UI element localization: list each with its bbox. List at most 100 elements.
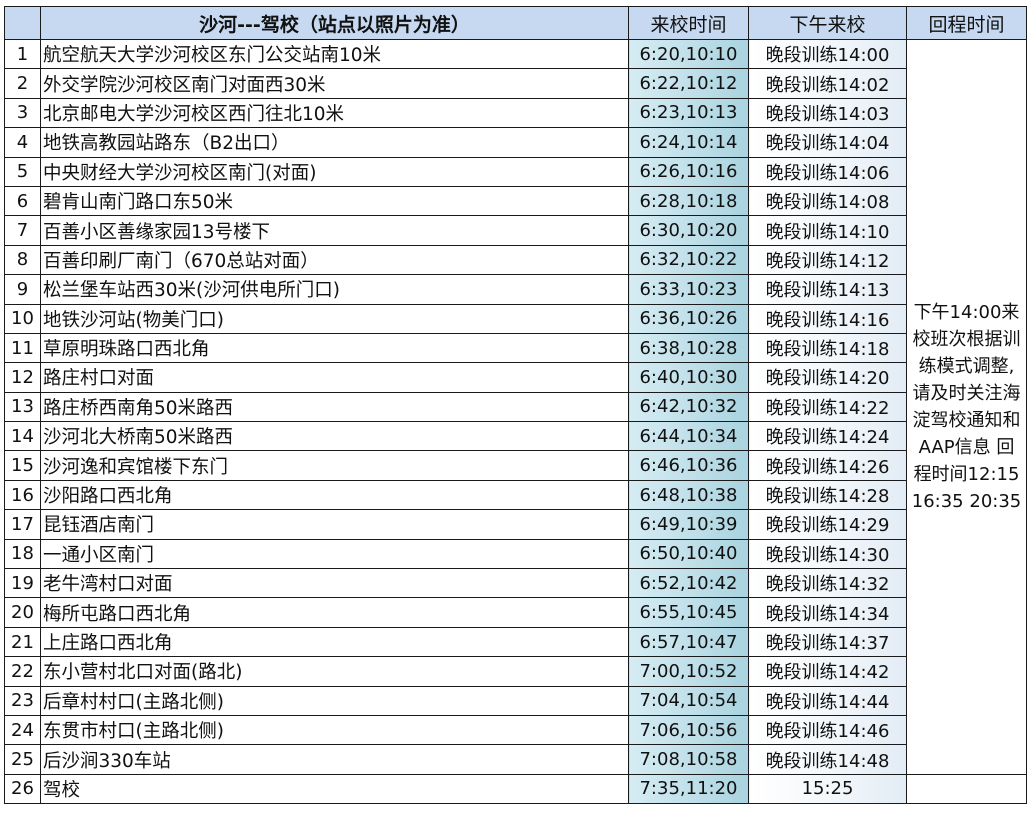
row-number: 14 [4,421,41,452]
table-row: 11 草原明珠路口西北角 6:38,10:28 晚段训练14:18 [4,332,1027,364]
stop-name: 地铁沙河站(物美门口) [40,303,629,334]
afternoon-time: 晚段训练14:10 [748,215,907,246]
stop-name: 航空航天大学沙河校区东门公交站南10米 [40,38,629,70]
morning-time: 7:35,11:20 [628,773,749,805]
row-number: 13 [4,391,41,423]
row-number: 7 [4,215,41,246]
table-row: 24 东贯市村口(主路北侧) 7:06,10:56 晚段训练14:46 [4,714,1027,746]
table-row: 8 百善印刷厂南门（670总站对面） 6:32,10:22 晚段训练14:12 [4,244,1027,276]
header-afternoon-time: 下午来校 [748,6,907,40]
afternoon-time: 晚段训练14:26 [748,450,907,481]
afternoon-time: 晚段训练14:48 [748,744,907,775]
afternoon-time: 晚段训练14:30 [748,538,907,570]
stop-name: 上庄路口西北角 [40,626,629,658]
stop-name: 百善印刷厂南门（670总站对面） [40,244,629,276]
afternoon-time: 晚段训练14:24 [748,421,907,452]
row-number: 24 [4,714,41,746]
morning-time: 6:30,10:20 [628,215,749,246]
row-number: 21 [4,626,41,658]
stop-name: 东小营村北口对面(路北) [40,656,629,687]
stop-name: 地铁高教园站路东（B2出口） [40,127,629,158]
row-number: 22 [4,656,41,687]
row-number: 1 [4,38,41,70]
row-number: 5 [4,156,41,187]
morning-time: 6:23,10:13 [628,97,749,129]
morning-time: 6:46,10:36 [628,450,749,481]
stop-name: 后章村村口(主路北侧) [40,685,629,716]
morning-time: 6:24,10:14 [628,127,749,158]
table-row: 16 沙阳路口西北角 6:48,10:38 晚段训练14:28 [4,479,1027,511]
row-number: 23 [4,685,41,716]
morning-time: 6:32,10:22 [628,244,749,276]
stop-name: 梅所屯路口西北角 [40,597,629,628]
row-number: 19 [4,568,41,599]
row-number: 9 [4,274,41,305]
morning-time: 7:06,10:56 [628,714,749,746]
stop-name: 沙河逸和宾馆楼下东门 [40,450,629,481]
morning-time: 6:50,10:40 [628,538,749,570]
bus-schedule-table: 沙河---驾校（站点以照片为准） 来校时间 下午来校 回程时间 1 航空航天大学沙… [4,6,1027,805]
row-number: 26 [4,773,41,805]
empty-cell [906,773,1027,805]
afternoon-time: 晚段训练14:44 [748,685,907,716]
table-row: 5 中央财经大学沙河校区南门(对面) 6:26,10:16 晚段训练14:06 [4,156,1027,187]
row-number: 20 [4,597,41,628]
stop-name: 碧肯山南门路口东50米 [40,185,629,217]
morning-time: 6:28,10:18 [628,185,749,217]
stop-name: 外交学院沙河校区南门对面西30米 [40,68,629,99]
afternoon-time: 晚段训练14:28 [748,479,907,511]
table-row: 7 百善小区善缘家园13号楼下 6:30,10:20 晚段训练14:10 [4,215,1027,246]
header-return-time: 回程时间 [906,6,1027,40]
table-row: 2 外交学院沙河校区南门对面西30米 6:22,10:12 晚段训练14:02 [4,68,1027,99]
header-route: 沙河---驾校（站点以照片为准） [40,6,629,40]
row-number: 10 [4,303,41,334]
morning-time: 7:08,10:58 [628,744,749,775]
afternoon-time: 晚段训练14:00 [748,38,907,70]
afternoon-time: 晚段训练14:22 [748,391,907,423]
row-number: 18 [4,538,41,570]
stop-name: 一通小区南门 [40,538,629,570]
row-number: 15 [4,450,41,481]
morning-time: 6:20,10:10 [628,38,749,70]
table-row: 15 沙河逸和宾馆楼下东门 6:46,10:36 晚段训练14:26 [4,450,1027,481]
row-number: 2 [4,68,41,99]
afternoon-time: 晚段训练14:20 [748,362,907,393]
stop-name: 草原明珠路口西北角 [40,332,629,364]
morning-time: 6:40,10:30 [628,362,749,393]
morning-time: 6:44,10:34 [628,421,749,452]
afternoon-time: 晚段训练14:03 [748,97,907,129]
stop-name: 沙阳路口西北角 [40,479,629,511]
afternoon-time: 晚段训练14:08 [748,185,907,217]
table-row: 13 路庄桥西南角50米路西 6:42,10:32 晚段训练14:22 [4,391,1027,423]
stop-name: 东贯市村口(主路北侧) [40,714,629,746]
morning-time: 6:38,10:28 [628,332,749,364]
afternoon-time: 晚段训练14:18 [748,332,907,364]
morning-time: 6:55,10:45 [628,597,749,628]
morning-time: 6:48,10:38 [628,479,749,511]
row-number: 8 [4,244,41,276]
afternoon-time: 晚段训练14:37 [748,626,907,658]
afternoon-time: 晚段训练14:32 [748,568,907,599]
row-number: 25 [4,744,41,775]
header-index [4,6,41,40]
table-row: 17 昆钰酒店南门 6:49,10:39 晚段训练14:29 [4,509,1027,540]
stop-name: 沙河北大桥南50米路西 [40,421,629,452]
stop-name: 昆钰酒店南门 [40,509,629,540]
stop-name: 中央财经大学沙河校区南门(对面) [40,156,629,187]
table-row: 19 老牛湾村口对面 6:52,10:42 晚段训练14:32 [4,568,1027,599]
header-morning-time: 来校时间 [628,6,749,40]
table-row: 14 沙河北大桥南50米路西 6:44,10:34 晚段训练14:24 [4,421,1027,452]
afternoon-time: 晚段训练14:04 [748,127,907,158]
row-number: 4 [4,127,41,158]
table-row: 25 后沙涧330车站 7:08,10:58 晚段训练14:48 [4,744,1027,775]
table-row: 23 后章村村口(主路北侧) 7:04,10:54 晚段训练14:44 [4,685,1027,716]
row-number: 16 [4,479,41,511]
row-number: 11 [4,332,41,364]
table-row: 21 上庄路口西北角 6:57,10:47 晚段训练14:37 [4,626,1027,658]
afternoon-time: 晚段训练14:12 [748,244,907,276]
afternoon-time: 晚段训练14:42 [748,656,907,687]
morning-time: 6:26,10:16 [628,156,749,187]
morning-time: 6:57,10:47 [628,626,749,658]
schedule-body: 1 航空航天大学沙河校区东门公交站南10米 6:20,10:10 晚段训练14:00 下… [4,38,1027,805]
table-row: 3 北京邮电大学沙河校区西门往北10米 6:23,10:13 晚段训练14:03 [4,97,1027,129]
